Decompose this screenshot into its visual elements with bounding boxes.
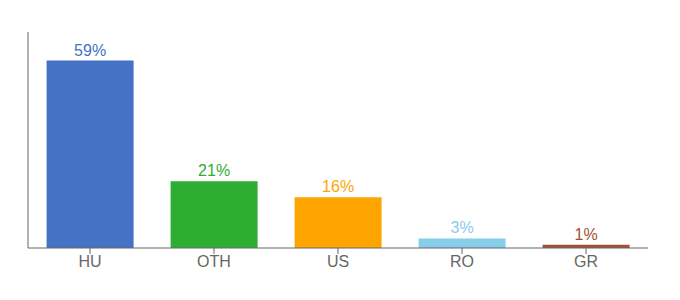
svg-text:HU: HU bbox=[78, 253, 101, 270]
svg-text:16%: 16% bbox=[322, 178, 354, 195]
svg-text:GR: GR bbox=[574, 253, 598, 270]
svg-text:21%: 21% bbox=[198, 162, 230, 179]
svg-text:1%: 1% bbox=[575, 226, 598, 243]
svg-text:US: US bbox=[327, 253, 349, 270]
svg-text:59%: 59% bbox=[74, 42, 106, 59]
svg-text:3%: 3% bbox=[451, 219, 474, 236]
svg-text:RO: RO bbox=[450, 253, 474, 270]
svg-text:OTH: OTH bbox=[197, 253, 231, 270]
